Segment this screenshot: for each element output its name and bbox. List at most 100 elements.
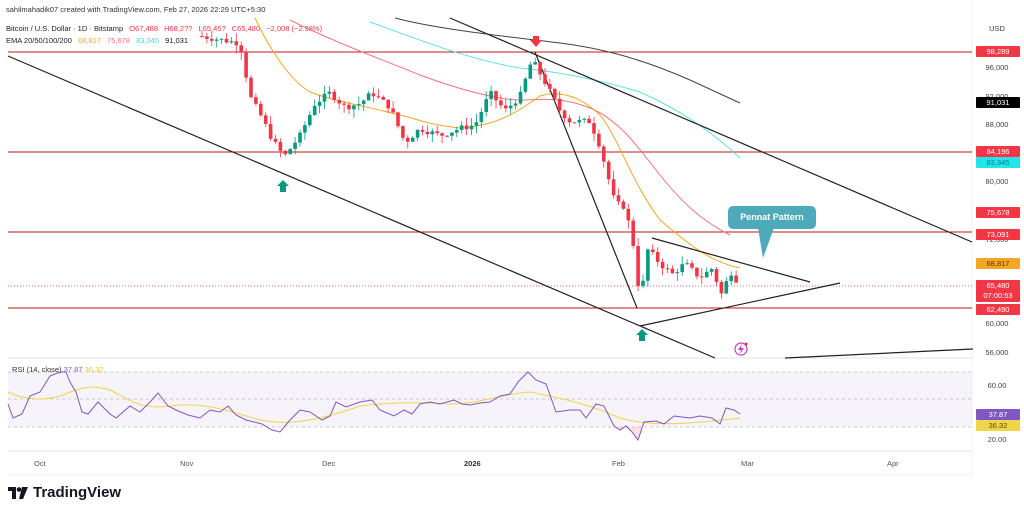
up-arrow-icon bbox=[277, 180, 648, 341]
candle bbox=[709, 269, 714, 272]
candle bbox=[459, 125, 464, 130]
time-tick: Feb bbox=[612, 459, 625, 468]
symbol-name[interactable]: Bitcoin / U.S. Dollar · 1D · Bitstamp bbox=[6, 24, 124, 33]
horizontal-levels bbox=[8, 51, 972, 309]
candle bbox=[700, 276, 704, 278]
down-arrow-icon bbox=[530, 36, 542, 47]
candlesticks bbox=[200, 31, 738, 299]
candle bbox=[680, 264, 684, 273]
candle bbox=[734, 275, 738, 283]
ohlc-open: O67,488 bbox=[129, 24, 158, 33]
candle bbox=[254, 97, 258, 104]
candle bbox=[533, 62, 537, 65]
candle bbox=[655, 252, 660, 262]
candle bbox=[597, 133, 601, 147]
callout-pointer bbox=[758, 228, 774, 258]
candle bbox=[704, 271, 709, 278]
candle bbox=[450, 132, 454, 136]
candle bbox=[621, 201, 626, 209]
candle bbox=[572, 122, 577, 124]
candle bbox=[660, 261, 665, 269]
candle bbox=[690, 263, 694, 268]
candle bbox=[410, 137, 415, 142]
candle bbox=[312, 105, 317, 115]
price-tick: 56,000 bbox=[985, 348, 1009, 357]
tradingview-logo[interactable]: TradingView bbox=[8, 484, 121, 501]
candle bbox=[577, 119, 582, 123]
candle bbox=[298, 132, 302, 143]
candle bbox=[494, 91, 498, 101]
last-price-tag: 65,480 07:00:53 bbox=[976, 280, 1020, 302]
level-tag-84196: 84,196 bbox=[976, 146, 1020, 157]
ema-label[interactable]: EMA 20/50/100/200 bbox=[6, 36, 72, 45]
pennant-pattern-callout[interactable]: Pennat Pattern bbox=[728, 206, 816, 229]
ema200-value: 91,031 bbox=[165, 36, 189, 45]
candle bbox=[342, 103, 346, 105]
candle bbox=[646, 249, 650, 281]
candle bbox=[283, 150, 288, 155]
candle bbox=[293, 142, 297, 149]
ohlc-change: −2,008 (−2.98%) bbox=[266, 24, 323, 33]
price-tick: 60,000 bbox=[985, 319, 1009, 328]
candle bbox=[308, 114, 312, 126]
ema20-value: 68,817 bbox=[77, 36, 101, 45]
candle bbox=[714, 269, 719, 282]
candle bbox=[592, 123, 596, 134]
candle bbox=[523, 78, 528, 92]
candle bbox=[303, 125, 307, 133]
rsi-label[interactable]: RSI (14, close) bbox=[12, 365, 62, 374]
candle bbox=[278, 141, 283, 151]
ema20-line bbox=[254, 17, 741, 269]
rsi-value-tag: 37.87 bbox=[976, 409, 1020, 420]
candle bbox=[665, 268, 670, 270]
level-tag-62490: 62,490 bbox=[976, 304, 1020, 315]
candle bbox=[415, 129, 420, 138]
ema50-tag: 75,678 bbox=[976, 207, 1020, 218]
candle bbox=[200, 36, 204, 38]
chart-credit: sahilmahadik07 created with TradingView.… bbox=[6, 5, 266, 14]
last-price: 65,480 bbox=[986, 281, 1010, 290]
price-tick: 92,000 bbox=[972, 92, 1022, 101]
rsi-oversold-fill bbox=[614, 427, 642, 440]
time-tick: Oct bbox=[34, 459, 46, 468]
candle bbox=[288, 148, 292, 155]
candle bbox=[729, 275, 733, 282]
candle bbox=[357, 104, 361, 106]
candle bbox=[567, 118, 572, 123]
candle bbox=[651, 249, 655, 253]
rsi-ma-value: 36.32 bbox=[84, 365, 104, 374]
candle bbox=[479, 111, 484, 123]
candle bbox=[513, 103, 518, 106]
candle bbox=[455, 129, 459, 133]
rsi-line bbox=[7, 371, 741, 442]
price-tick: 96,000 bbox=[985, 63, 1009, 72]
candle bbox=[469, 125, 474, 130]
candle bbox=[229, 41, 234, 43]
rsi-ma-line bbox=[7, 386, 741, 425]
candle bbox=[518, 91, 523, 104]
ema100-line bbox=[369, 21, 741, 159]
candle bbox=[474, 122, 479, 126]
candle bbox=[528, 64, 533, 79]
candle bbox=[396, 112, 400, 127]
candle bbox=[332, 91, 337, 101]
rsi-legend: RSI (14, close) 37.87 36.32 bbox=[12, 365, 103, 374]
rsi-tick: 60.00 bbox=[987, 381, 1007, 390]
candle bbox=[219, 38, 224, 40]
ema50-value: 75,678 bbox=[107, 36, 130, 45]
candle bbox=[249, 77, 253, 98]
candle bbox=[371, 93, 376, 97]
candle bbox=[464, 125, 469, 130]
candle bbox=[548, 83, 552, 89]
candle bbox=[366, 93, 371, 101]
candle bbox=[499, 100, 503, 106]
rsi-ma-tag: 36.32 bbox=[976, 420, 1020, 431]
ohlc-high: H68,2?? bbox=[164, 24, 193, 33]
ema100-value: 83,345 bbox=[136, 36, 160, 45]
candle bbox=[445, 135, 449, 137]
candle bbox=[376, 96, 381, 98]
price-tick: 88,000 bbox=[985, 120, 1009, 129]
candle bbox=[562, 110, 567, 119]
ema200-line bbox=[394, 17, 741, 104]
